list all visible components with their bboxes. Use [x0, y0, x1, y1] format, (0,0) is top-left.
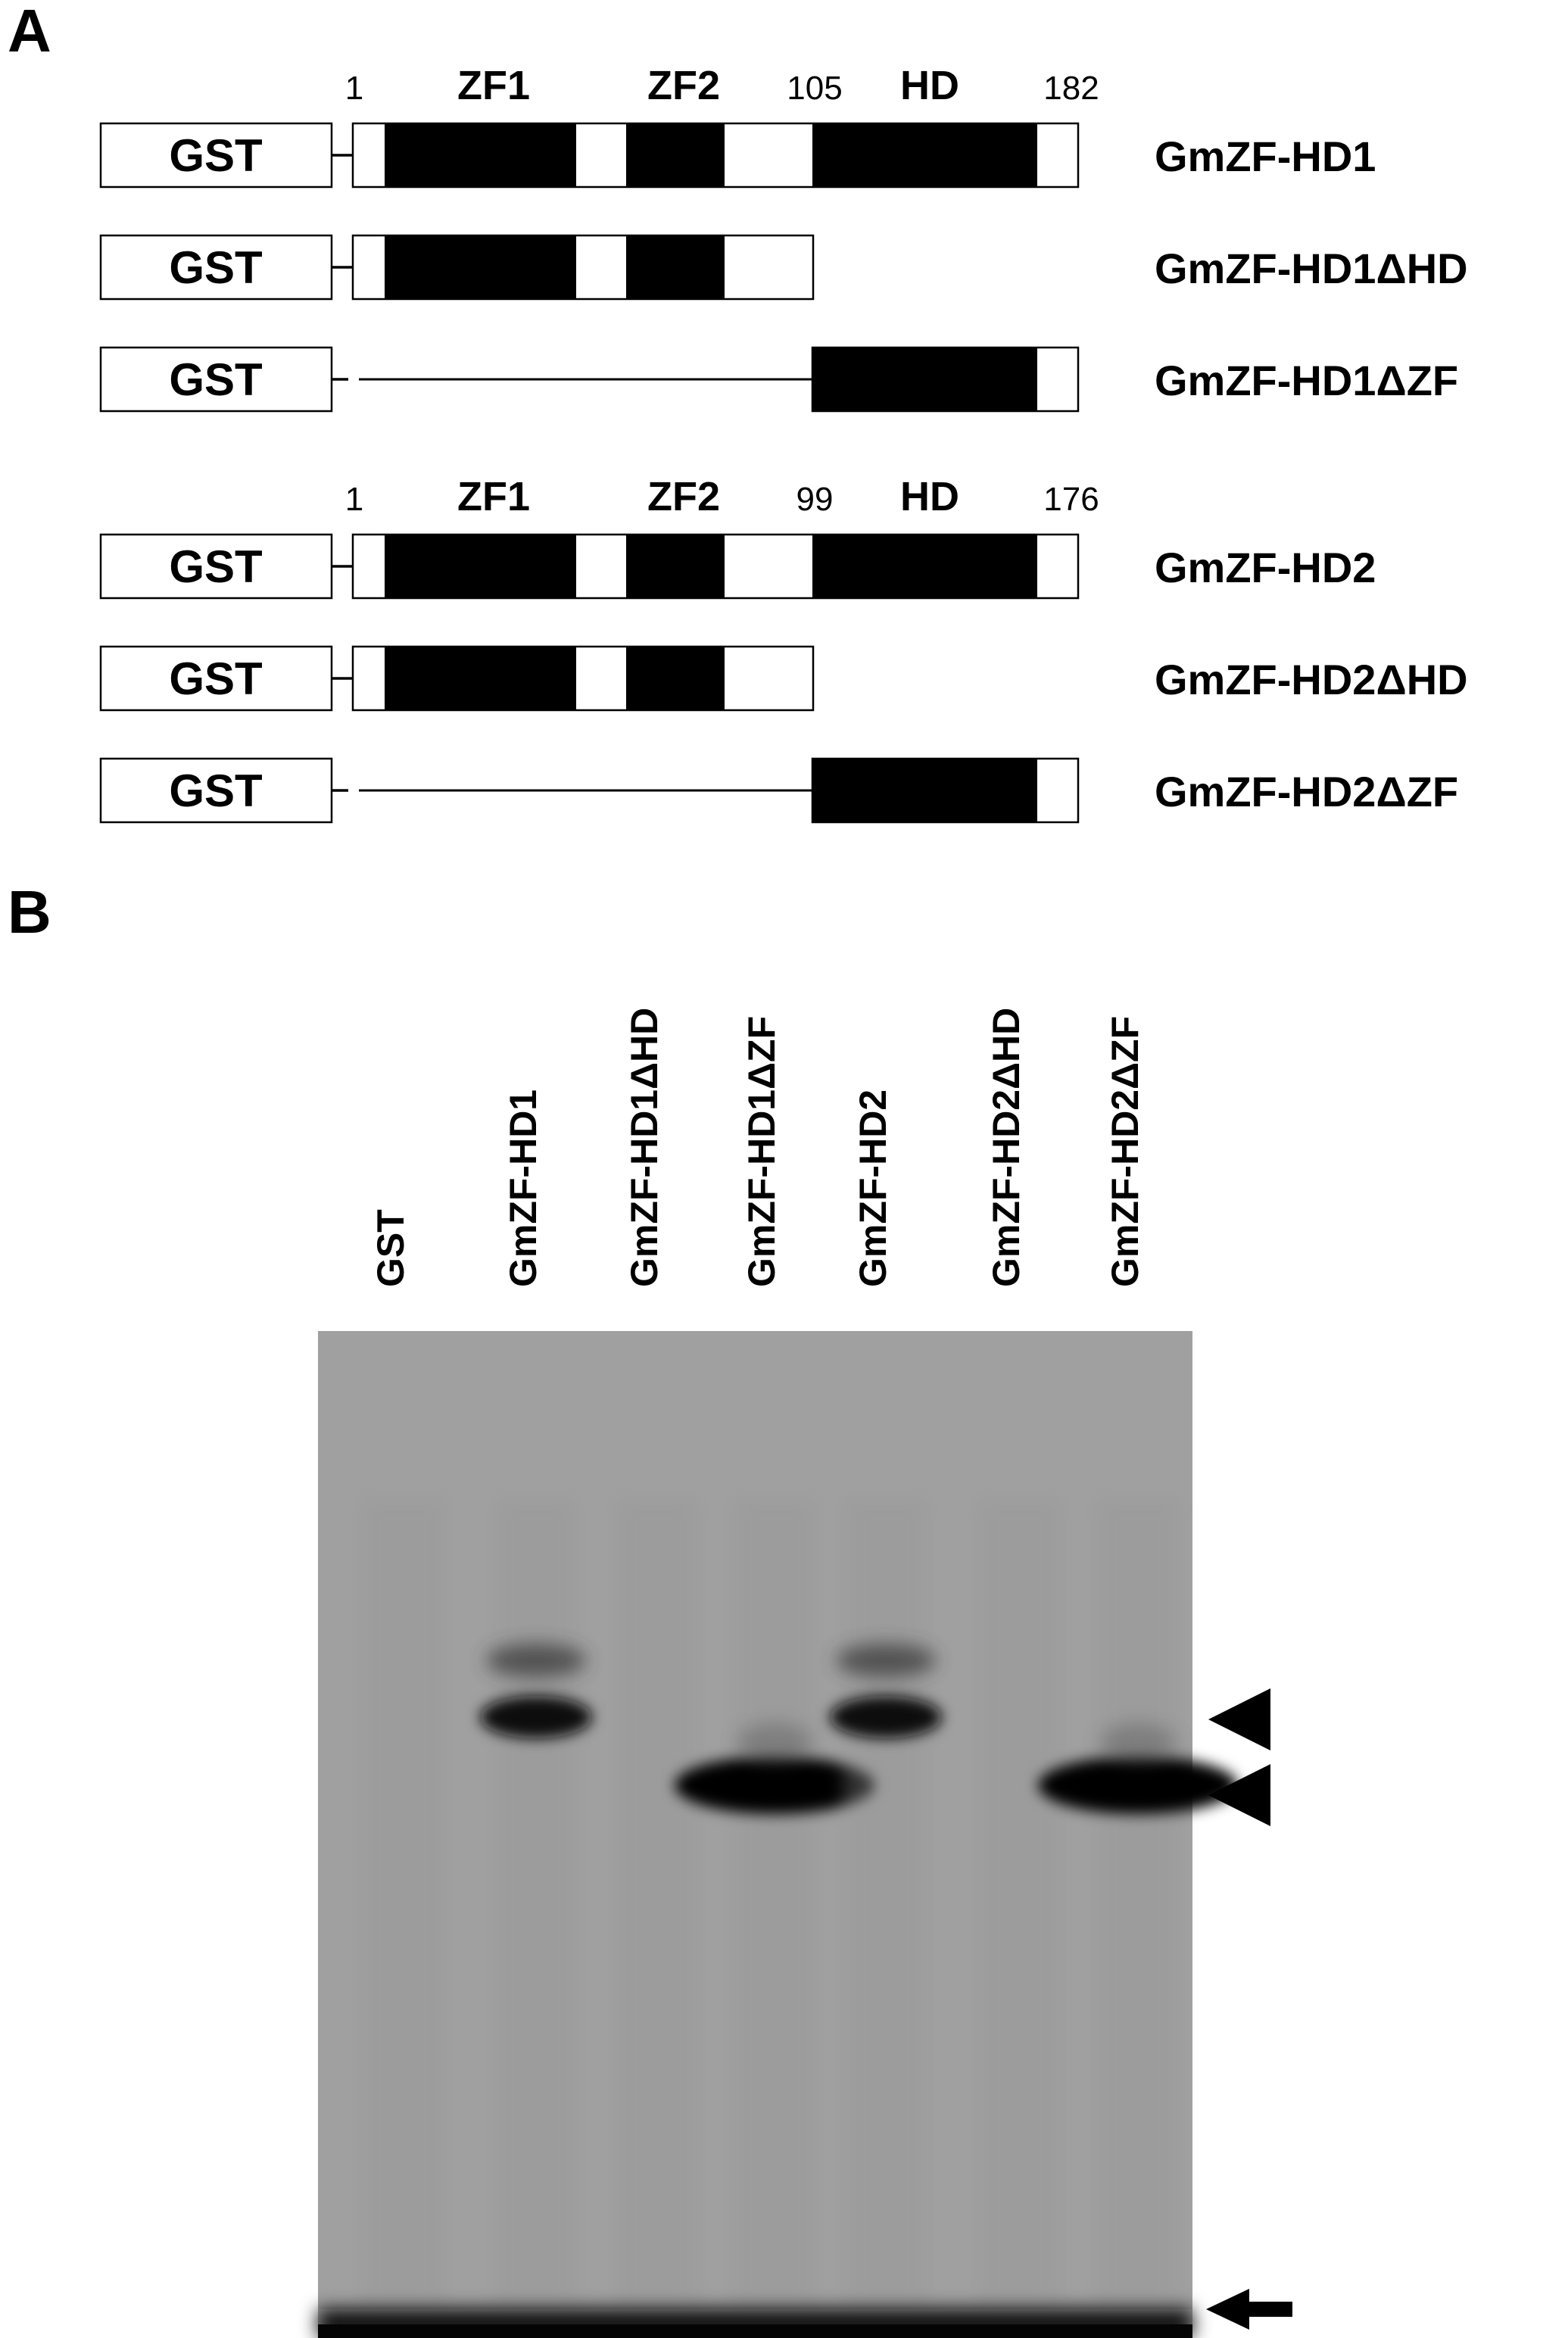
lane-smear [362, 1499, 445, 2313]
position-start-label: 1 [345, 70, 363, 107]
construct-name-label: GmZF-HD1 [1155, 132, 1376, 180]
shifted-band-faint [486, 1644, 586, 1677]
position-hd-start-label: 99 [796, 481, 834, 518]
lane-smear [1096, 1499, 1180, 2313]
gst-tag-box [99, 234, 333, 301]
gst-tag-label: GST [169, 354, 262, 405]
panel-a-constructs: 1 ZF1 ZF2 105 HD 182 GST GmZF-HD1 GST GmZF-HD1ΔHD… [99, 63, 1468, 824]
lane-smear [977, 1499, 1061, 2313]
construct-row: GST GmZF-HD1ΔHD [99, 234, 1468, 301]
construct-name-label: GmZF-HD2 [1155, 544, 1376, 591]
gst-tag-label: GST [169, 130, 262, 181]
free-probe-band-core [318, 2324, 1192, 2338]
zf2-domain-block [626, 535, 725, 598]
hd-domain-block [812, 348, 1037, 411]
lane-label: GmZF-HD1ΔZF [740, 1016, 783, 1287]
zf1-domain-block [385, 535, 576, 598]
hd-domain-label: HD [900, 474, 959, 519]
zf1-domain-block [385, 235, 576, 299]
hd-domain-label: HD [900, 63, 959, 108]
gst-tag-box [99, 645, 333, 712]
arrowhead-left-icon [1208, 1688, 1270, 1750]
panel-b-gel: GST GmZF-HD1 GmZF-HD1ΔHD GmZF-HD1ΔZF GmZF-HD… [318, 1008, 1292, 2338]
shifted-band-upper [830, 1696, 942, 1738]
zf2-domain-label: ZF2 [647, 474, 720, 519]
zf2-domain-label: ZF2 [647, 63, 720, 108]
shifted-band-faint [836, 1644, 936, 1677]
construct-row: GST GmZF-HD2 [99, 533, 1376, 600]
lane-label: GmZF-HD1ΔHD [623, 1008, 666, 1287]
construct-row: GST GmZF-HD2ΔZF [99, 757, 1458, 824]
lane-smear [616, 1499, 699, 2313]
zf1-domain-block [385, 647, 576, 710]
shifted-band-lower [675, 1757, 874, 1814]
gst-tag-label: GST [169, 653, 262, 704]
construct-name-label: GmZF-HD2ΔZF [1155, 768, 1458, 815]
position-end-label: 182 [1043, 70, 1099, 107]
construct-row: GST GmZF-HD1ΔZF [99, 346, 1458, 413]
arrow-left-icon [1206, 2289, 1249, 2330]
zf2-domain-block [626, 647, 725, 710]
position-hd-start-label: 105 [787, 70, 842, 107]
construct-row: GST GmZF-HD2ΔHD [99, 645, 1468, 712]
lane-label: GST [369, 1209, 412, 1287]
position-start-label: 1 [345, 481, 363, 518]
gst-tag-label: GST [169, 541, 262, 592]
construct-row: GST GmZF-HD1 [99, 122, 1376, 189]
lane-label: GmZF-HD2ΔZF [1104, 1016, 1146, 1287]
gst-tag-box [99, 757, 333, 824]
lane-label: GmZF-HD2 [852, 1090, 894, 1287]
construct-name-label: GmZF-HD1ΔHD [1155, 245, 1468, 292]
panel-b-letter: B [8, 878, 51, 946]
shifted-band-lower [1038, 1757, 1238, 1814]
lane-smear [844, 1499, 927, 2313]
zf2-domain-block [626, 235, 725, 299]
lane-label: GmZF-HD2ΔHD [985, 1008, 1027, 1287]
band-smear [1100, 1723, 1176, 1763]
zf1-domain-block [385, 123, 576, 187]
lane-smear [494, 1499, 578, 2313]
shifted-band-upper [480, 1696, 592, 1738]
construct-name-label: GmZF-HD1ΔZF [1155, 357, 1458, 404]
panel-a-letter: A [8, 0, 51, 64]
band-smear [737, 1723, 812, 1763]
hd-domain-block [812, 759, 1037, 822]
construct-name-label: GmZF-HD2ΔHD [1155, 656, 1468, 703]
zf2-domain-block [626, 123, 725, 187]
zf1-domain-label: ZF1 [457, 63, 530, 108]
arrow-left-icon-shaft [1245, 2302, 1292, 2317]
gst-tag-label: GST [169, 765, 262, 816]
lane-smear [733, 1499, 816, 2313]
gst-tag-box [99, 122, 333, 189]
hd-domain-block [812, 123, 1037, 187]
arrowhead-left-icon [1208, 1764, 1270, 1826]
hd-domain-block [812, 535, 1037, 598]
zf1-domain-label: ZF1 [457, 474, 530, 519]
gst-tag-label: GST [169, 242, 262, 293]
position-end-label: 176 [1043, 481, 1099, 518]
lane-label: GmZF-HD1 [502, 1090, 544, 1287]
